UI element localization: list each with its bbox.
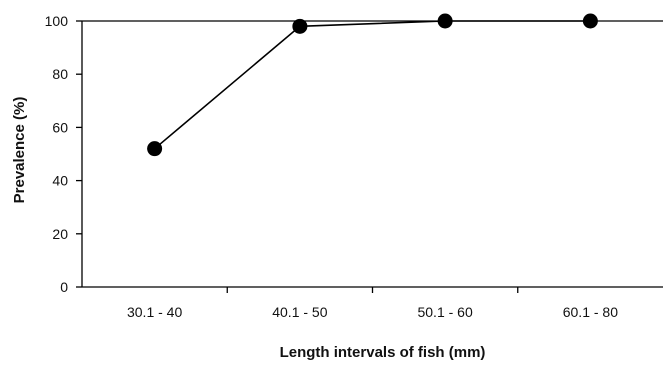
data-point <box>147 141 163 157</box>
y-tick-label: 0 <box>60 279 68 295</box>
x-tick-label: 40.1 - 50 <box>272 304 327 320</box>
y-axis-ticks: 0 20 40 60 80 100 <box>45 13 82 295</box>
y-tick-label: 80 <box>52 66 68 82</box>
series-line <box>154 20 591 150</box>
y-tick-label: 60 <box>52 119 68 135</box>
data-point <box>292 18 308 34</box>
series-prevalence <box>147 13 598 157</box>
axes <box>81 20 663 288</box>
y-tick-label: 40 <box>52 173 68 189</box>
x-axis-title: Length intervals of fish (mm) <box>280 344 486 361</box>
x-tick-label: 30.1 - 40 <box>127 304 182 320</box>
x-axis-ticks: 30.1 - 40 40.1 - 50 50.1 - 60 60.1 - 80 <box>127 287 618 320</box>
x-tick-label: 60.1 - 80 <box>563 304 618 320</box>
y-tick-label: 100 <box>45 13 69 29</box>
y-tick-label: 20 <box>52 226 68 242</box>
data-point <box>437 13 453 29</box>
x-tick-label: 50.1 - 60 <box>417 304 472 320</box>
y-axis-title: Prevalence (%) <box>11 97 28 204</box>
data-point <box>582 13 598 29</box>
